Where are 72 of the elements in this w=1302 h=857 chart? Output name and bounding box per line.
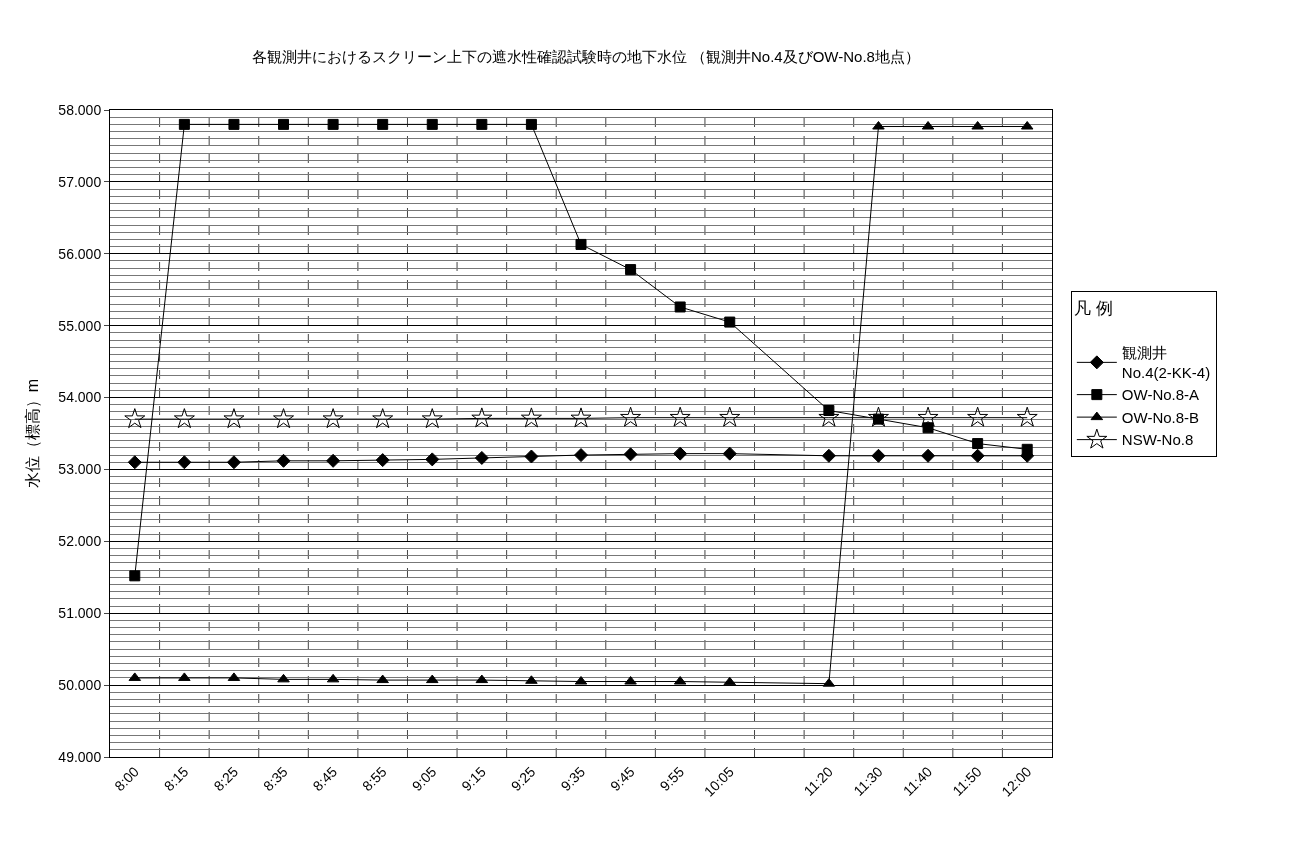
y-tick-label: 57.000 bbox=[58, 173, 102, 190]
point bbox=[276, 453, 291, 468]
point bbox=[376, 674, 389, 684]
point bbox=[625, 264, 637, 276]
point bbox=[970, 448, 985, 463]
point bbox=[525, 118, 537, 130]
point bbox=[129, 570, 141, 582]
point bbox=[673, 446, 688, 461]
point bbox=[524, 449, 539, 464]
point bbox=[821, 448, 836, 463]
legend-label: 観測井 No.4(2-KK-4) bbox=[1121, 344, 1211, 381]
y-tick-label: 54.000 bbox=[58, 389, 102, 406]
y-tick-label: 56.000 bbox=[58, 245, 102, 262]
point bbox=[226, 455, 241, 470]
point bbox=[177, 455, 192, 470]
point bbox=[228, 118, 240, 130]
point bbox=[273, 408, 295, 429]
point bbox=[1021, 443, 1033, 455]
y-tick-label: 55.000 bbox=[58, 317, 102, 334]
chart-title: 各観測井におけるスクリーン上下の遮水性確認試験時の地下水位 （観測井No.4及びOW-No.8地点） bbox=[251, 47, 920, 65]
legend-label: NSW-No.8 bbox=[1121, 431, 1194, 449]
point bbox=[669, 406, 691, 427]
point bbox=[476, 118, 488, 130]
point bbox=[574, 448, 588, 463]
point bbox=[623, 447, 638, 462]
point bbox=[326, 673, 340, 683]
point bbox=[471, 407, 493, 428]
y-tick-label: 49.000 bbox=[58, 748, 102, 765]
point bbox=[278, 118, 290, 130]
point bbox=[475, 674, 489, 684]
point bbox=[421, 408, 443, 429]
point bbox=[277, 673, 290, 683]
point bbox=[967, 406, 989, 427]
y-tick-label: 50.000 bbox=[58, 677, 102, 694]
point bbox=[719, 406, 741, 427]
point bbox=[921, 448, 936, 463]
legend-title: 凡 例 bbox=[1073, 299, 1113, 319]
point bbox=[322, 408, 344, 429]
point bbox=[178, 118, 190, 130]
point bbox=[570, 407, 592, 428]
point bbox=[575, 238, 587, 250]
legend-label: OW-No.8-B bbox=[1121, 408, 1200, 426]
point bbox=[674, 301, 686, 313]
point bbox=[723, 676, 737, 686]
point bbox=[127, 455, 142, 470]
point bbox=[520, 407, 542, 428]
point bbox=[124, 408, 146, 429]
point bbox=[375, 453, 390, 468]
point bbox=[917, 406, 939, 427]
point bbox=[724, 316, 736, 328]
point bbox=[871, 448, 886, 463]
point bbox=[425, 674, 439, 684]
y-axis-title: 水位（標高）m bbox=[24, 378, 42, 489]
point bbox=[426, 118, 438, 130]
point bbox=[620, 406, 642, 427]
point bbox=[722, 446, 737, 461]
point bbox=[223, 408, 245, 429]
point bbox=[327, 118, 339, 130]
point bbox=[474, 450, 489, 465]
point bbox=[867, 406, 889, 427]
y-tick-label: 53.000 bbox=[58, 461, 102, 478]
legend-label: OW-No.8-A bbox=[1121, 386, 1200, 404]
point bbox=[972, 438, 984, 450]
point bbox=[1016, 406, 1038, 427]
point bbox=[326, 453, 341, 468]
point bbox=[377, 118, 389, 130]
point bbox=[372, 408, 394, 429]
y-tick-label: 58.000 bbox=[58, 101, 102, 118]
point bbox=[173, 408, 195, 429]
y-tick-label: 51.000 bbox=[58, 605, 102, 622]
y-tick-label: 52.000 bbox=[58, 533, 102, 550]
point bbox=[425, 452, 440, 467]
